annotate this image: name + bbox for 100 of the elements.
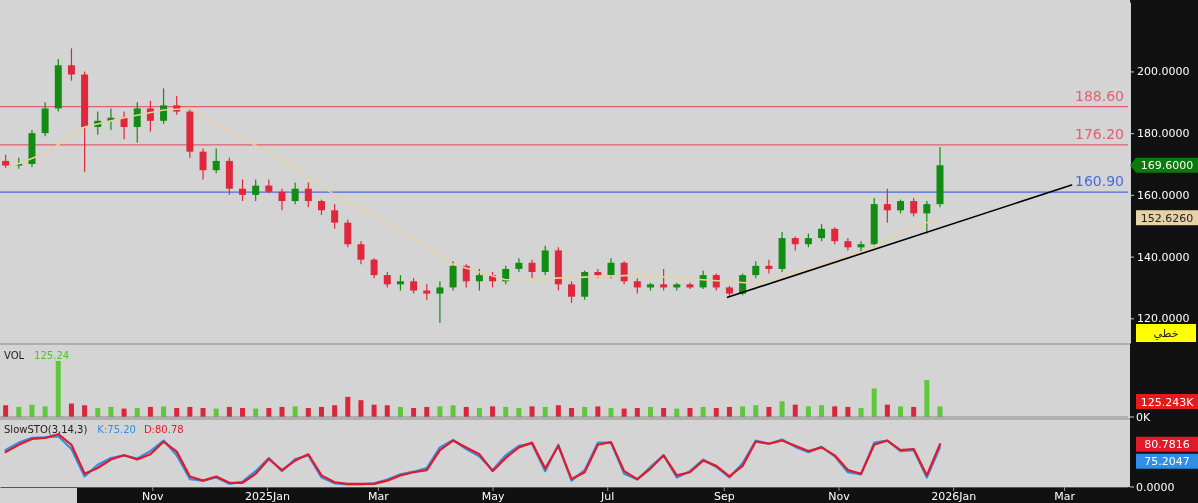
bar: [463, 406, 469, 417]
x-tick-label: Jul: [600, 489, 615, 503]
bar: [55, 361, 61, 417]
x-tick-label: 2026Jan: [931, 489, 977, 503]
candlestick: [436, 280, 444, 324]
candlestick: [357, 240, 365, 265]
candlestick: [252, 178, 260, 202]
candlestick: [370, 257, 378, 279]
bar: [555, 405, 561, 417]
bar: [187, 406, 193, 417]
bar: [279, 406, 285, 417]
bar: [582, 406, 588, 417]
x-tick-label: Nov: [828, 489, 851, 503]
x-tick-label: Mar: [1054, 489, 1076, 503]
bar: [358, 400, 364, 417]
candlestick: [146, 100, 154, 133]
x-tick-label: Nov: [142, 489, 164, 503]
bar: [3, 405, 9, 417]
text: 0K: [1136, 411, 1151, 424]
bar: [700, 406, 706, 417]
candlestick: [449, 260, 457, 292]
candlestick: [239, 178, 247, 202]
bar: [16, 406, 22, 417]
bar: [911, 406, 917, 417]
ref-line-label: 176.20: [1075, 125, 1124, 142]
bar: [161, 406, 167, 417]
scale-button: خطي: [1136, 324, 1196, 342]
y-tick-label: 180.0000: [1137, 127, 1190, 141]
candlestick: [475, 268, 483, 292]
bar: [740, 406, 746, 417]
bar: [437, 406, 443, 417]
bar: [384, 405, 390, 417]
candlestick: [515, 257, 523, 273]
bar: [779, 401, 785, 417]
candlestick: [344, 218, 352, 248]
ref-line-label: 188.60: [1075, 87, 1124, 104]
candlestick: [528, 259, 536, 279]
bar: [753, 405, 759, 417]
bar: [832, 406, 838, 417]
candlestick: [923, 200, 931, 235]
candlestick: [199, 147, 207, 181]
y-tick-label: 140.0000: [1137, 250, 1190, 264]
bar: [450, 405, 456, 417]
bar: [726, 406, 732, 417]
text: K:75.20: [97, 424, 136, 435]
bar: [937, 406, 943, 417]
bar: [147, 406, 153, 417]
y-tick-label: 160.0000: [1137, 188, 1190, 202]
candlestick: [291, 181, 299, 205]
price-tag: 152.6260: [1136, 210, 1198, 226]
candlestick: [120, 110, 128, 140]
bar: [542, 406, 548, 417]
candlestick: [278, 188, 286, 211]
bar: [345, 396, 351, 417]
bar: [647, 406, 653, 417]
candlestick: [660, 268, 668, 292]
bar: [529, 406, 535, 417]
bar: [108, 406, 114, 417]
y-tick-label: 120.0000: [1137, 312, 1190, 326]
bar: [805, 406, 811, 417]
ref-line-label: 160.90: [1075, 173, 1124, 190]
candlestick: [304, 181, 312, 208]
candlestick: [67, 47, 75, 82]
candlestick: [910, 197, 918, 218]
series-label: D:80.78: [143, 424, 184, 435]
candlestick: [212, 147, 220, 174]
bar: [42, 406, 48, 417]
candlestick: [160, 87, 168, 125]
bar: [82, 405, 88, 417]
text: 0.0000: [1136, 481, 1175, 494]
bar: [924, 380, 930, 417]
x-tick-label: Sep: [713, 489, 735, 503]
bar: [819, 405, 825, 417]
price-tag: 125.243K: [1136, 394, 1198, 409]
bar: [766, 406, 772, 417]
bar: [898, 406, 904, 417]
candlestick: [568, 280, 576, 304]
bar: [490, 406, 496, 417]
candlestick: [133, 101, 141, 144]
bar: [332, 405, 338, 417]
bar: [397, 406, 403, 417]
bar: [424, 406, 430, 417]
x-tick-label: Mar: [368, 489, 390, 503]
bar: [871, 388, 877, 417]
y-tick-label: 200.0000: [1137, 65, 1190, 79]
chart-title: SlowSTO(3,14,3): [4, 424, 88, 435]
bar: [845, 406, 851, 417]
bar: [318, 406, 324, 417]
x-tick-label: 2025Jan: [244, 489, 290, 503]
candlestick: [331, 203, 339, 230]
candlestick: [541, 245, 549, 276]
x-tick-label: May: [481, 489, 505, 503]
chart-title: VOL: [4, 350, 25, 361]
bar: [226, 406, 232, 417]
candlestick: [607, 257, 615, 279]
bar: [503, 406, 509, 417]
bar: [292, 406, 298, 417]
text: 125.24: [34, 350, 70, 361]
candlestick: [883, 188, 891, 224]
bar: [595, 406, 601, 417]
